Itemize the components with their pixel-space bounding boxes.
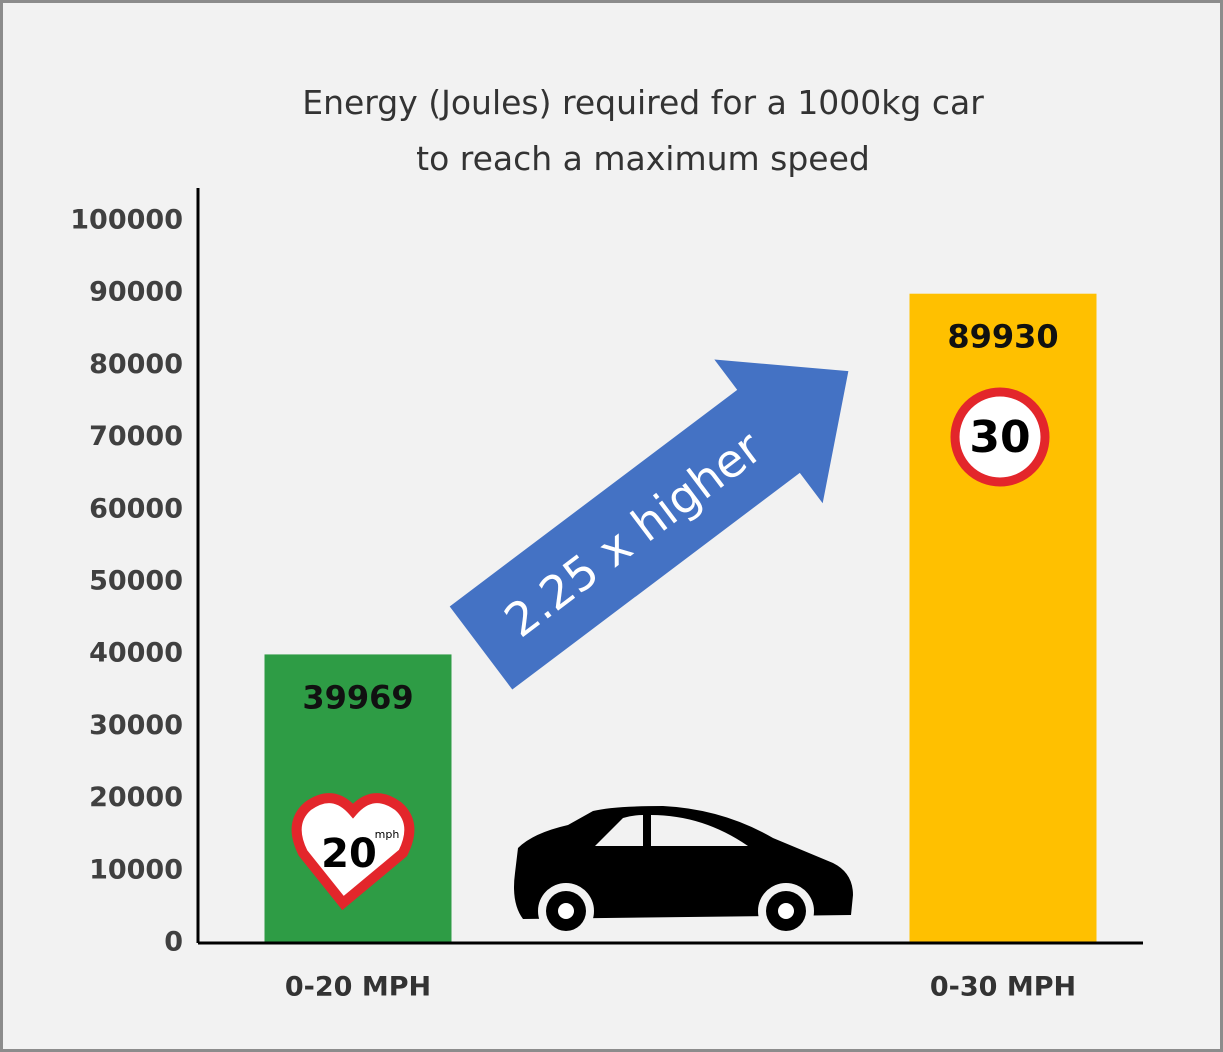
y-tick-label: 0: [164, 927, 183, 958]
car-icon: [514, 806, 853, 939]
y-tick-label: 90000: [89, 277, 183, 308]
annotation: 2.25 x higher: [494, 420, 771, 648]
y-tick-label: 100000: [70, 205, 183, 236]
y-tick-label: 70000: [89, 421, 183, 452]
y-tick-label: 50000: [89, 566, 183, 597]
x-tick-label: 0-30 MPH: [930, 972, 1076, 1003]
y-tick-label: 40000: [89, 638, 183, 669]
chart: Energy (Joules) required for a 1000kg ca…: [0, 0, 1223, 1052]
x-tick-label: 0-20 MPH: [285, 972, 431, 1003]
value-label: 89930: [947, 318, 1058, 356]
badge-text: 20: [321, 831, 377, 877]
y-tick-label: 80000: [89, 349, 183, 380]
value-label: 39969: [302, 678, 413, 716]
plot: 2.25 x higher 0 10000 20000 30000 40000 50000…: [3, 3, 1220, 1049]
badge-unit: mph: [375, 828, 400, 841]
y-tick-label: 20000: [89, 782, 183, 813]
y-tick-label: 30000: [89, 710, 183, 741]
y-tick-label: 10000: [89, 854, 183, 885]
arrow: 2.25 x higher: [427, 299, 903, 720]
speed-sign-30: 30: [955, 392, 1045, 482]
y-tick-label: 60000: [89, 493, 183, 524]
badge-text: 30: [969, 412, 1030, 463]
